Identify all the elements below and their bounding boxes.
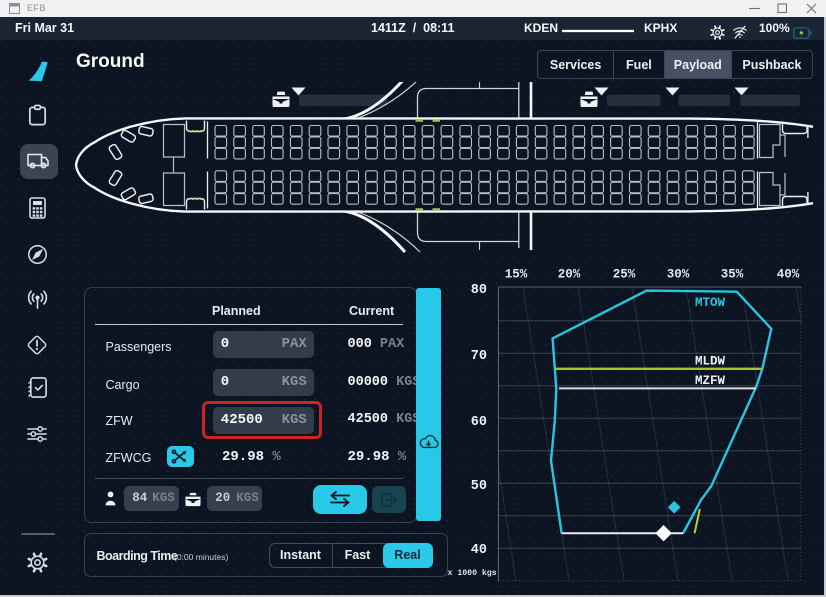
svg-text:MTOW: MTOW [695,296,726,310]
svg-text:40%: 40% [777,268,800,282]
svg-text:60: 60 [471,415,487,430]
svg-text:70: 70 [471,349,487,364]
svg-text:30%: 30% [667,268,690,282]
svg-text:15%: 15% [505,268,528,282]
svg-text:25%: 25% [613,268,636,282]
svg-text:MZFW: MZFW [695,374,726,388]
svg-text:35%: 35% [721,268,744,282]
svg-text:80: 80 [471,283,487,298]
svg-text:50: 50 [471,479,487,494]
svg-text:x 1000 kgs: x 1000 kgs [448,568,497,578]
svg-text:MLDW: MLDW [695,355,726,369]
svg-text:20%: 20% [558,268,581,282]
svg-text:40: 40 [471,543,487,558]
